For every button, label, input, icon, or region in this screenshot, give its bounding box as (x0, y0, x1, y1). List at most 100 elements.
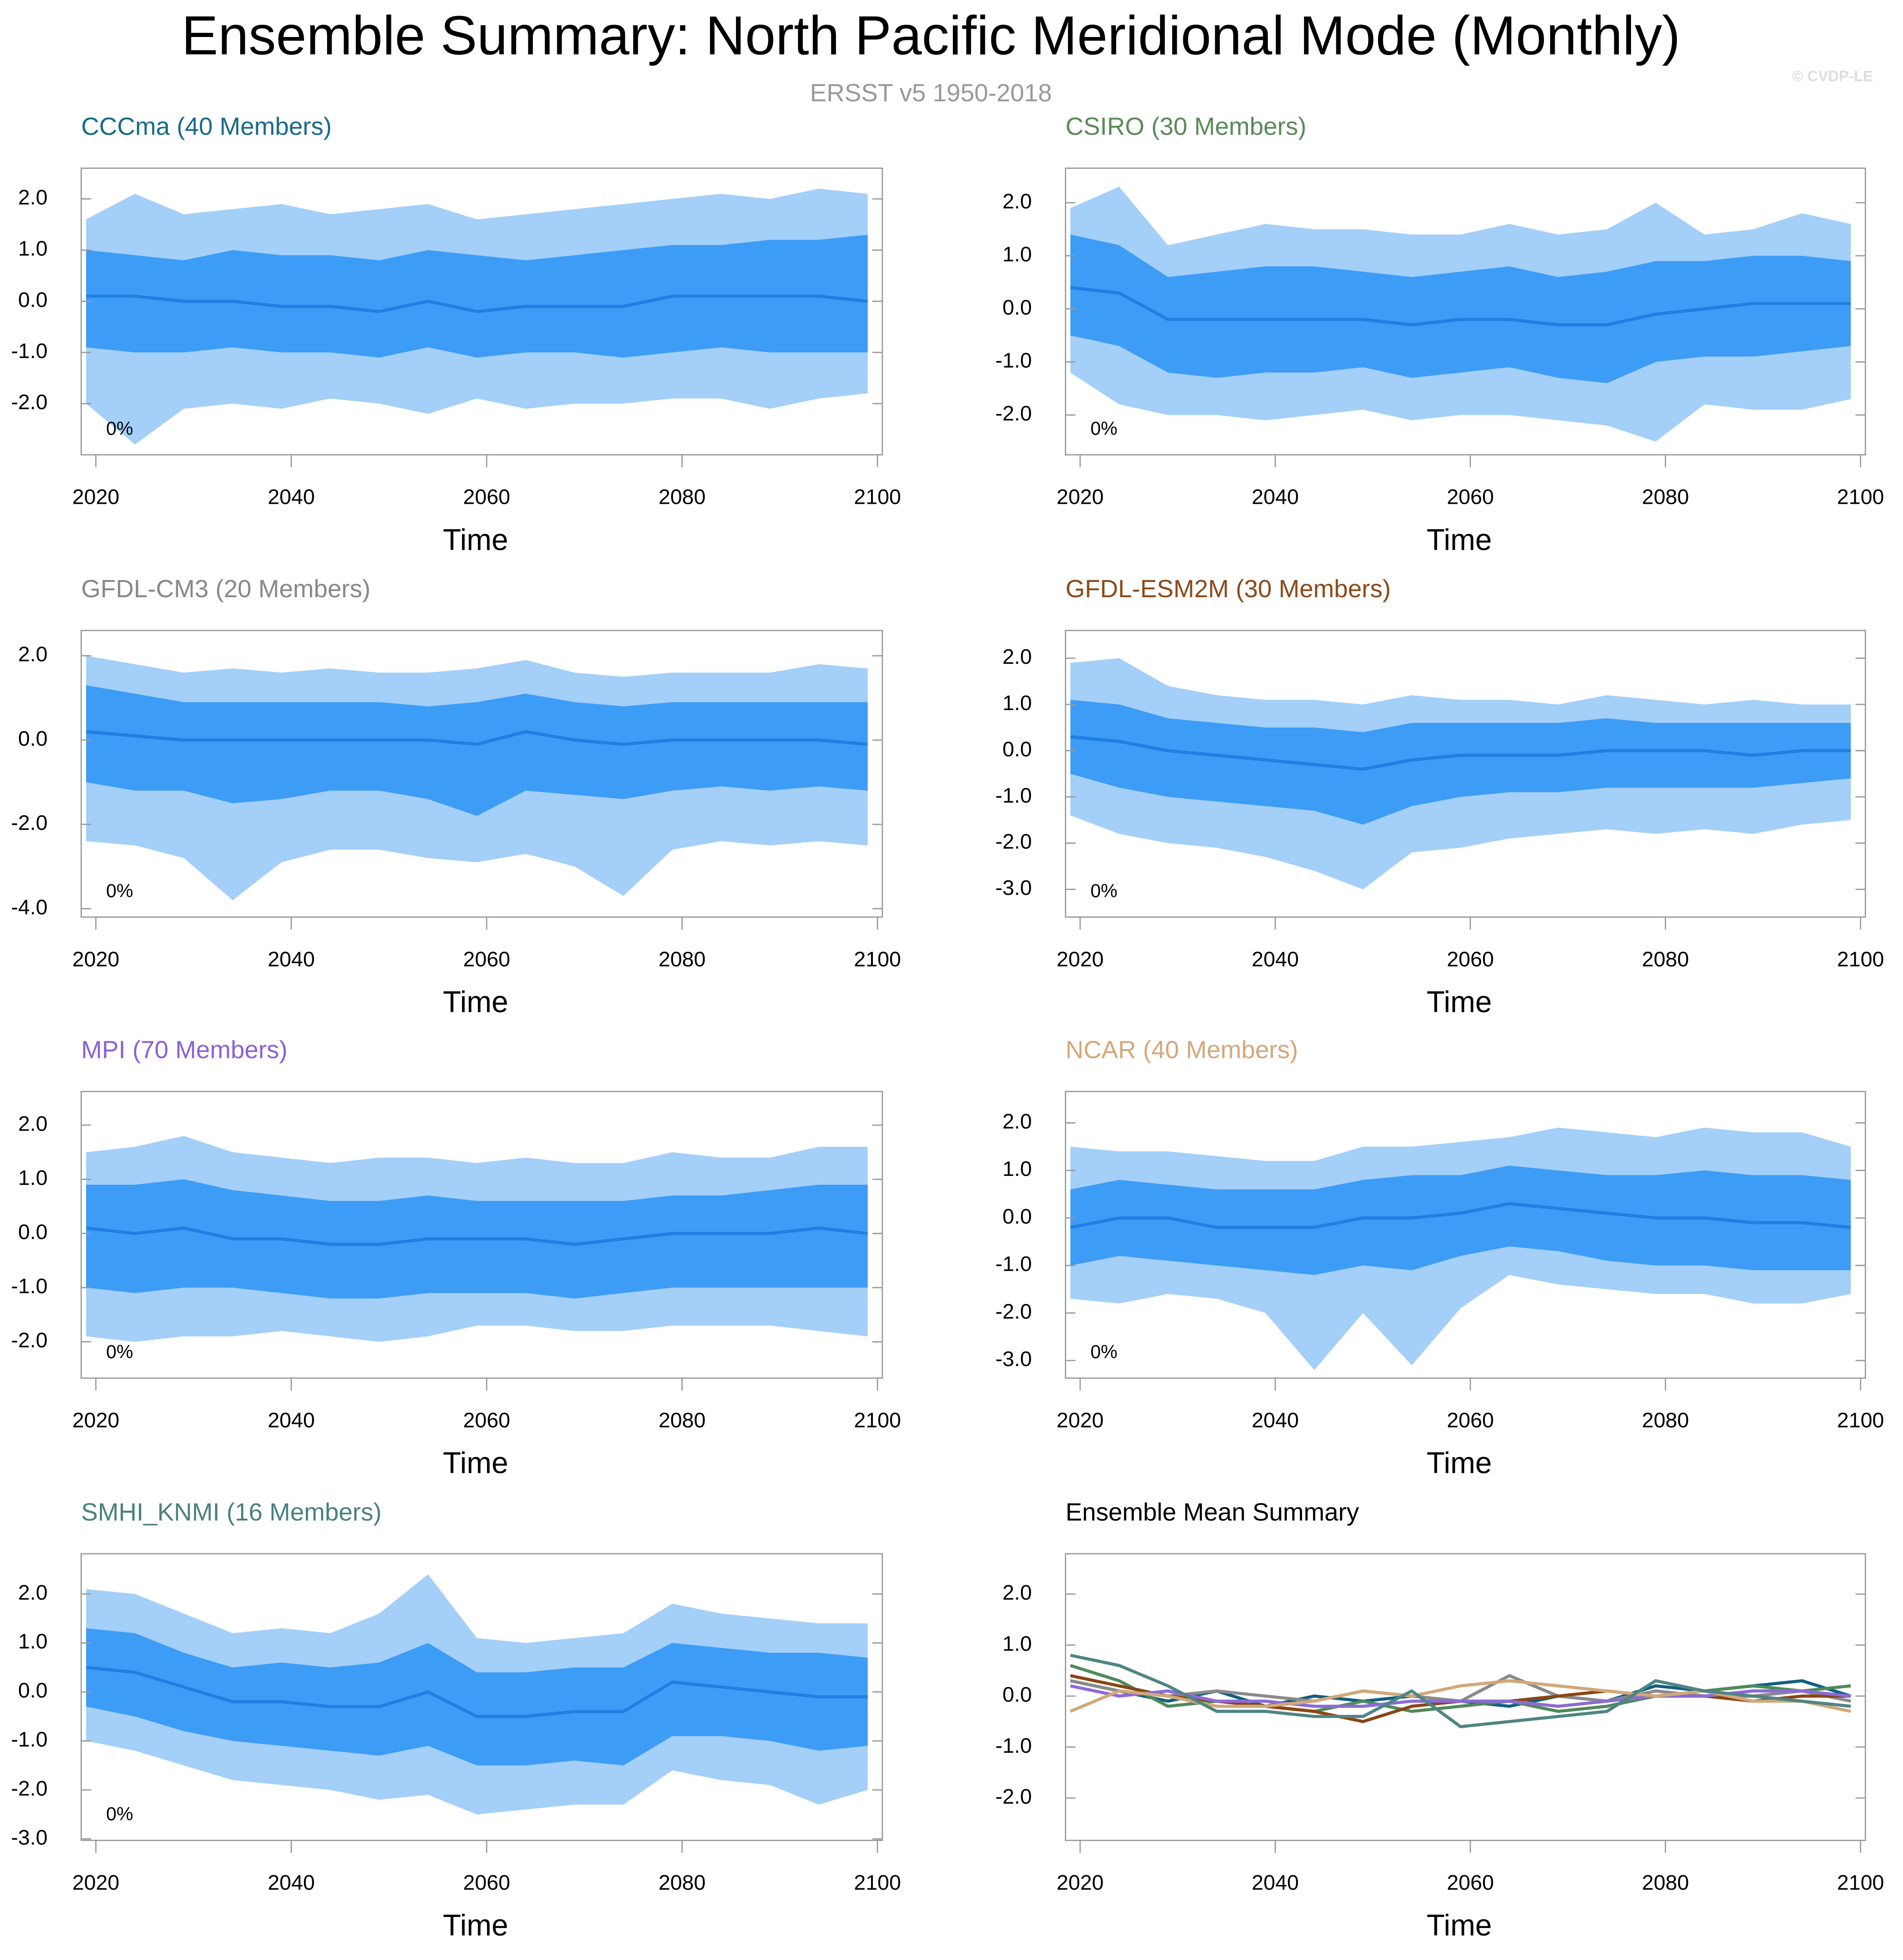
figure-title: Ensemble Summary: North Pacific Meridion… (181, 6, 1680, 67)
panel: CSIRO (30 Members) 2.0 1.0 0.0 -1.0 -2.0 2020 2… (995, 113, 1884, 556)
annotation: 0% (106, 1803, 133, 1824)
x-tick-label: 2060 (1447, 1871, 1494, 1894)
y-tick-label: 2.0 (18, 185, 48, 209)
y-tick-label: -1.0 (995, 348, 1032, 372)
panel: CCCma (40 Members) 2.0 1.0 0.0 -1.0 -2.0 2020 2… (11, 113, 901, 556)
plot-frame (1065, 630, 1866, 918)
y-tick-label: 2.0 (18, 1581, 48, 1604)
x-tick-label: 2040 (268, 947, 315, 971)
x-tick-label: 2080 (659, 1871, 706, 1894)
x-tick-label: 2020 (72, 1871, 119, 1894)
x-tick-label: 2100 (1837, 947, 1884, 971)
credit: © CVDP-LE (1792, 68, 1873, 85)
spread-band (1070, 1165, 1851, 1275)
y-tick-label: 1.0 (1002, 242, 1032, 266)
x-tick-label: 2060 (1447, 1408, 1494, 1432)
x-tick-label: 2060 (463, 1871, 510, 1894)
plot-frame (80, 167, 883, 456)
y-tick-label: 0.0 (1002, 1205, 1032, 1228)
panel-title: GFDL-CM3 (20 Members) (81, 575, 371, 603)
y-tick-label: -4.0 (11, 895, 48, 919)
x-tick-label: 2040 (268, 485, 315, 509)
x-tick-label: 2100 (854, 1871, 901, 1894)
x-tick-label: 2100 (1837, 1871, 1884, 1894)
y-tick-label: 1.0 (1002, 1632, 1032, 1655)
y-tick-label: -3.0 (995, 876, 1032, 900)
x-axis-label: Time (1427, 523, 1492, 556)
spread-band (1070, 235, 1851, 383)
annotation: 0% (106, 880, 133, 901)
y-tick-label: 0.0 (18, 288, 48, 311)
x-tick-label: 2020 (1057, 1408, 1104, 1432)
x-tick-label: 2060 (463, 485, 510, 509)
x-tick-label: 2020 (72, 1408, 119, 1432)
spread-band (86, 235, 868, 358)
x-tick-label: 2020 (1057, 485, 1104, 509)
y-tick-label: 1.0 (18, 1166, 48, 1189)
y-tick-label: 2.0 (1002, 189, 1032, 213)
spread-band (1070, 699, 1851, 825)
mean-line (86, 294, 868, 313)
panel: SMHI_KNMI (16 Members) 2.0 1.0 0.0 -1.0 -2.0 -… (11, 1498, 901, 1942)
annotation: 0% (1090, 418, 1117, 439)
mean-line (1070, 735, 1851, 771)
x-tick-label: 2100 (854, 947, 901, 971)
panel: GFDL-ESM2M (30 Members) 2.0 1.0 0.0 -1.0 -2.0… (995, 575, 1884, 1019)
y-tick-label: 2.0 (18, 643, 48, 666)
mean-line (1070, 1202, 1851, 1229)
x-tick-label: 2040 (1252, 947, 1299, 971)
plot-frame (1065, 1553, 1866, 1841)
y-tick-label: 2.0 (1002, 1109, 1032, 1133)
x-tick-label: 2020 (1057, 1871, 1104, 1894)
y-tick-label: -1.0 (11, 1728, 48, 1751)
x-tick-label: 2080 (1642, 485, 1689, 509)
x-tick-label: 2060 (463, 947, 510, 971)
panel-title: SMHI_KNMI (16 Members) (81, 1498, 382, 1526)
x-tick-label: 2060 (1447, 947, 1494, 971)
plot-frame (80, 1553, 883, 1841)
panel: MPI (70 Members) 2.0 1.0 0.0 -1.0 -2.0 2020 204… (11, 1036, 901, 1480)
x-tick-label: 2040 (1252, 485, 1299, 509)
y-tick-label: 0.0 (18, 727, 48, 750)
x-tick-label: 2100 (854, 485, 901, 509)
x-tick-label: 2080 (1642, 1871, 1689, 1894)
y-tick-label: -1.0 (995, 1252, 1032, 1276)
x-tick-label: 2080 (1642, 947, 1689, 971)
x-axis-label: Time (443, 985, 508, 1019)
mean-line (86, 730, 868, 746)
plot-frame (80, 1091, 883, 1379)
x-tick-label: 2020 (72, 485, 119, 509)
mean-line (86, 1226, 868, 1246)
y-tick-label: 0.0 (1002, 296, 1032, 319)
x-axis-label: Time (443, 523, 508, 556)
y-tick-label: -3.0 (11, 1825, 48, 1849)
x-tick-label: 2040 (268, 1408, 315, 1432)
mean-line (1070, 286, 1851, 327)
x-axis-label: Time (1427, 1908, 1492, 1942)
mean-line (86, 1666, 868, 1718)
spread-band (86, 1628, 868, 1766)
y-tick-label: -1.0 (11, 1274, 48, 1298)
x-tick-label: 2100 (1837, 485, 1884, 509)
y-tick-label: 1.0 (1002, 691, 1032, 715)
x-tick-label: 2060 (463, 1408, 510, 1432)
plot-frame (1065, 1091, 1866, 1379)
panel: NCAR (40 Members) 2.0 1.0 0.0 -1.0 -2.0 -3.0 20… (995, 1036, 1884, 1480)
x-tick-label: 2040 (1252, 1871, 1299, 1894)
x-tick-label: 2100 (854, 1408, 901, 1432)
x-tick-label: 2040 (1252, 1408, 1299, 1432)
y-tick-label: 2.0 (1002, 1581, 1032, 1604)
annotation: 0% (1090, 880, 1117, 901)
x-axis-label: Time (443, 1446, 508, 1480)
panel-title: NCAR (40 Members) (1065, 1036, 1298, 1064)
y-tick-label: -3.0 (995, 1347, 1032, 1371)
plot-frame (80, 630, 883, 918)
series-line (1070, 1653, 1851, 1729)
x-tick-label: 2060 (1447, 485, 1494, 509)
y-tick-label: 0.0 (1002, 1683, 1032, 1706)
y-tick-label: 0.0 (18, 1679, 48, 1702)
panel: Ensemble Mean Summary 2.0 1.0 0.0 -1.0 -2.0 20… (995, 1498, 1884, 1942)
x-tick-label: 2040 (268, 1871, 315, 1894)
y-tick-label: -1.0 (995, 1734, 1032, 1757)
